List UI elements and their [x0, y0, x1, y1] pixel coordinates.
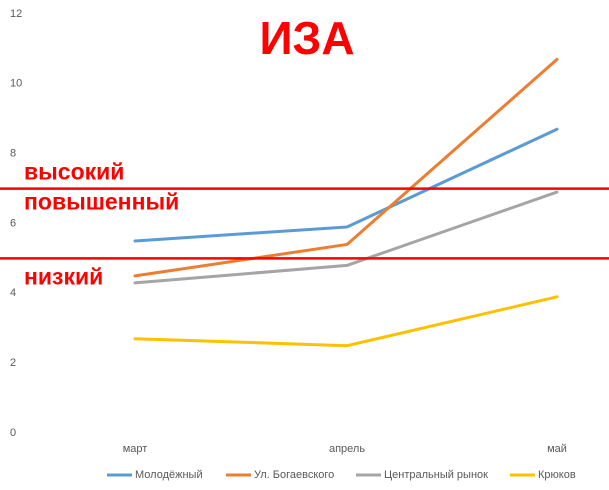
y-tick-label: 0 — [10, 427, 16, 439]
y-tick-label: 8 — [10, 148, 16, 160]
legend-label: Ул. Богаевского — [254, 469, 334, 481]
y-tick-label: 6 — [10, 217, 16, 229]
y-tick-label: 2 — [10, 357, 16, 369]
y-tick-label: 12 — [10, 8, 22, 20]
series-line — [133, 190, 559, 285]
zone-label: высокий — [24, 159, 124, 185]
series-line — [133, 127, 559, 243]
y-tick-label: 10 — [10, 78, 22, 90]
series-line — [133, 295, 559, 348]
legend-label: Центральный рынок — [384, 469, 488, 481]
y-tick-label: 4 — [10, 287, 16, 299]
zone-label: повышенный — [24, 189, 179, 215]
chart-title: ИЗА — [259, 12, 354, 64]
zone-label: низкий — [24, 263, 103, 289]
x-tick-label: апрель — [329, 443, 365, 455]
x-tick-label: март — [123, 443, 148, 455]
series-line — [133, 57, 559, 278]
legend-label: Молодёжный — [135, 469, 203, 481]
x-tick-label: май — [547, 443, 567, 455]
legend-label: Крюков — [538, 469, 576, 481]
